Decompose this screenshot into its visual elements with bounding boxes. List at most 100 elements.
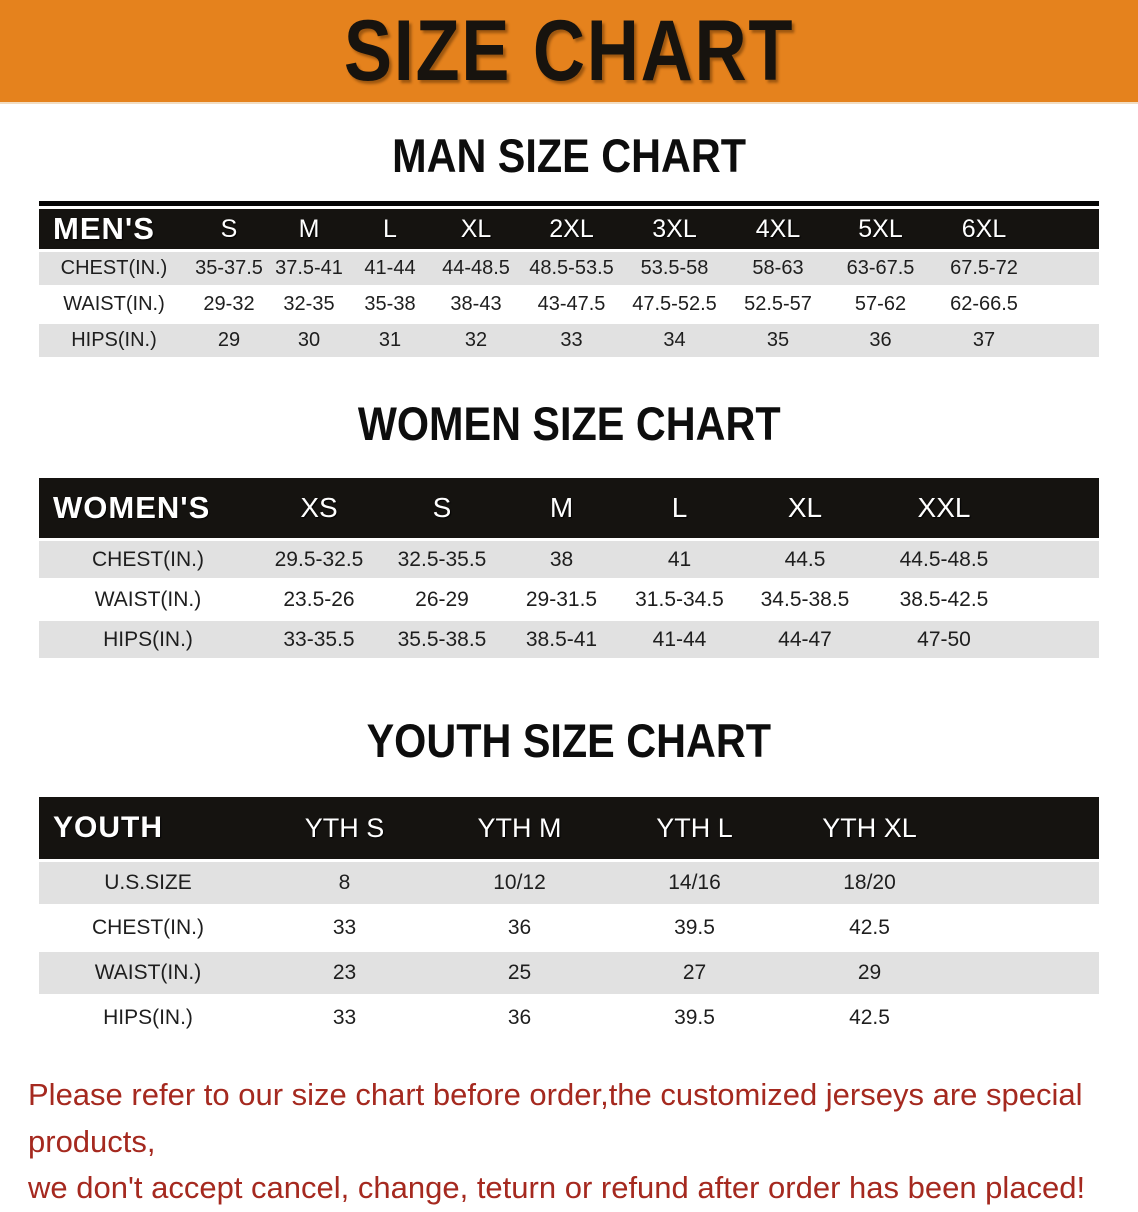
- spacer-cell: [957, 997, 1099, 1039]
- spacer-cell: [957, 952, 1099, 994]
- table-cell: 38-43: [431, 288, 521, 321]
- table-cell: 30: [269, 324, 349, 357]
- table-cell: 32.5-35.5: [381, 541, 503, 578]
- mens-size-header: 5XL: [829, 209, 932, 249]
- womens-chest-row: CHEST(IN.) 29.5-32.5 32.5-35.5 38 41 44.…: [39, 541, 1099, 578]
- table-cell: 41: [620, 541, 739, 578]
- men-table-top-rule: [39, 201, 1099, 206]
- row-label: HIPS(IN.): [39, 621, 257, 658]
- table-cell: 32-35: [269, 288, 349, 321]
- table-cell: 29-32: [189, 288, 269, 321]
- table-cell: 38.5-42.5: [871, 581, 1017, 618]
- youth-size-header: YTH XL: [782, 797, 957, 859]
- table-cell: 31.5-34.5: [620, 581, 739, 618]
- youth-size-header: YTH M: [432, 797, 607, 859]
- table-cell: 35: [727, 324, 829, 357]
- table-cell: 35-38: [349, 288, 431, 321]
- table-cell: 29: [782, 952, 957, 994]
- womens-size-header: M: [503, 478, 620, 538]
- table-cell: 36: [432, 907, 607, 949]
- table-cell: 35.5-38.5: [381, 621, 503, 658]
- table-cell: 36: [829, 324, 932, 357]
- table-cell: 33: [257, 907, 432, 949]
- table-cell: 48.5-53.5: [521, 252, 622, 285]
- table-cell: 39.5: [607, 997, 782, 1039]
- table-cell: 33: [257, 997, 432, 1039]
- row-label: HIPS(IN.): [39, 324, 189, 357]
- table-cell: 23: [257, 952, 432, 994]
- mens-corner-label: MEN'S: [39, 209, 189, 249]
- spacer-cell: [957, 907, 1099, 949]
- youth-size-header: YTH L: [607, 797, 782, 859]
- banner-title: SIZE CHART: [343, 2, 795, 99]
- spacer-cell: [957, 862, 1099, 904]
- womens-size-header: XXL: [871, 478, 1017, 538]
- men-section-heading-text: MAN SIZE CHART: [392, 129, 746, 182]
- table-cell: 14/16: [607, 862, 782, 904]
- row-label: WAIST(IN.): [39, 288, 189, 321]
- spacer-cell: [1036, 288, 1099, 321]
- row-label: CHEST(IN.): [39, 541, 257, 578]
- spacer-cell: [1036, 324, 1099, 357]
- table-cell: 18/20: [782, 862, 957, 904]
- table-cell: 38: [503, 541, 620, 578]
- table-cell: 31: [349, 324, 431, 357]
- table-cell: 23.5-26: [257, 581, 381, 618]
- mens-size-header: XL: [431, 209, 521, 249]
- table-cell: 33: [521, 324, 622, 357]
- spacer-cell: [957, 797, 1099, 859]
- table-cell: 38.5-41: [503, 621, 620, 658]
- table-cell: 37: [932, 324, 1036, 357]
- youth-header-row: YOUTH YTH S YTH M YTH L YTH XL: [39, 797, 1099, 859]
- table-cell: 44-48.5: [431, 252, 521, 285]
- table-cell: 63-67.5: [829, 252, 932, 285]
- disclaimer-line-2: we don't accept cancel, change, teturn o…: [28, 1170, 1086, 1205]
- row-label: CHEST(IN.): [39, 252, 189, 285]
- youth-corner-label: YOUTH: [39, 797, 257, 859]
- spacer-cell: [1017, 541, 1099, 578]
- table-cell: 34: [622, 324, 727, 357]
- youth-size-header: YTH S: [257, 797, 432, 859]
- mens-size-header: 6XL: [932, 209, 1036, 249]
- womens-size-header: L: [620, 478, 739, 538]
- spacer-cell: [1036, 252, 1099, 285]
- table-cell: 57-62: [829, 288, 932, 321]
- table-cell: 29: [189, 324, 269, 357]
- mens-chest-row: CHEST(IN.) 35-37.5 37.5-41 41-44 44-48.5…: [39, 252, 1099, 285]
- table-cell: 44.5: [739, 541, 871, 578]
- table-cell: 8: [257, 862, 432, 904]
- table-cell: 41-44: [349, 252, 431, 285]
- table-cell: 35-37.5: [189, 252, 269, 285]
- table-cell: 47.5-52.5: [622, 288, 727, 321]
- table-cell: 58-63: [727, 252, 829, 285]
- mens-size-table: MEN'S S M L XL 2XL 3XL 4XL 5XL 6XL CHEST…: [39, 206, 1099, 360]
- mens-header-row: MEN'S S M L XL 2XL 3XL 4XL 5XL 6XL: [39, 209, 1099, 249]
- table-cell: 44.5-48.5: [871, 541, 1017, 578]
- youth-section-heading-text: YOUTH SIZE CHART: [366, 714, 772, 767]
- table-cell: 29.5-32.5: [257, 541, 381, 578]
- table-cell: 53.5-58: [622, 252, 727, 285]
- row-label: U.S.SIZE: [39, 862, 257, 904]
- table-cell: 36: [432, 997, 607, 1039]
- youth-hips-row: HIPS(IN.) 33 36 39.5 42.5: [39, 997, 1099, 1039]
- womens-corner-label: WOMEN'S: [39, 478, 257, 538]
- table-cell: 62-66.5: [932, 288, 1036, 321]
- spacer-cell: [1017, 621, 1099, 658]
- women-section-heading: WOMEN SIZE CHART: [0, 396, 1138, 451]
- table-cell: 44-47: [739, 621, 871, 658]
- table-cell: 10/12: [432, 862, 607, 904]
- youth-section-heading: YOUTH SIZE CHART: [0, 713, 1138, 768]
- mens-waist-row: WAIST(IN.) 29-32 32-35 35-38 38-43 43-47…: [39, 288, 1099, 321]
- table-cell: 32: [431, 324, 521, 357]
- table-cell: 67.5-72: [932, 252, 1036, 285]
- mens-hips-row: HIPS(IN.) 29 30 31 32 33 34 35 36 37: [39, 324, 1099, 357]
- row-label: WAIST(IN.): [39, 952, 257, 994]
- table-cell: 29-31.5: [503, 581, 620, 618]
- spacer-cell: [1036, 209, 1099, 249]
- table-cell: 37.5-41: [269, 252, 349, 285]
- table-cell: 33-35.5: [257, 621, 381, 658]
- youth-chest-row: CHEST(IN.) 33 36 39.5 42.5: [39, 907, 1099, 949]
- table-cell: 41-44: [620, 621, 739, 658]
- table-cell: 39.5: [607, 907, 782, 949]
- mens-size-header: M: [269, 209, 349, 249]
